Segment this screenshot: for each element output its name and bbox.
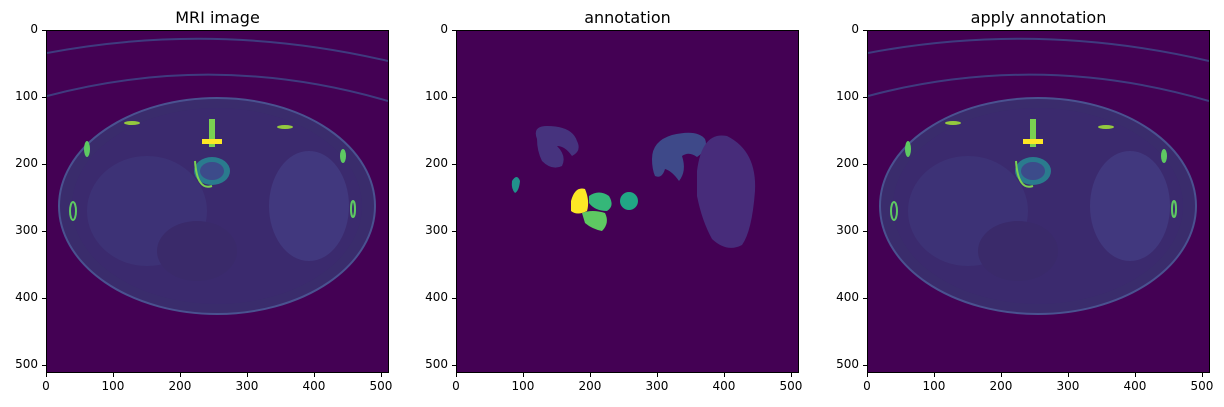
x-tick-label: 500	[1190, 379, 1214, 393]
x-tick-mark	[246, 373, 248, 377]
y-tick-label: 200	[15, 155, 38, 170]
x-tick-mark	[112, 373, 114, 377]
y-tick-label: 500	[425, 356, 448, 371]
x-tick-label: 400	[1123, 379, 1147, 393]
x-tick-label: 200	[168, 379, 192, 393]
x-tick-label: 300	[1056, 379, 1080, 393]
x-tick-label: 0	[42, 379, 50, 393]
x-tick-label: 300	[235, 379, 259, 393]
y-tick-label: 0	[30, 22, 38, 36]
x-tick-label: 500	[779, 379, 803, 393]
y-tick-mark	[452, 96, 456, 98]
x-tick-label: 0	[452, 379, 460, 393]
y-tick-mark	[863, 163, 867, 165]
y-tick-label: 200	[425, 155, 448, 170]
y-tick-label: 400	[425, 289, 448, 304]
panel-title: apply annotation	[970, 8, 1107, 27]
y-tick-mark	[452, 230, 456, 232]
x-tick-label: 0	[863, 379, 871, 393]
y-tick-mark	[42, 163, 46, 165]
y-tick-label: 300	[425, 222, 448, 237]
x-tick-mark	[1000, 373, 1002, 377]
y-tick-mark	[42, 297, 46, 299]
y-tick-mark	[863, 230, 867, 232]
mri-with-annotation-image	[868, 31, 1209, 372]
panel-title: annotation	[584, 8, 671, 27]
y-tick-mark	[863, 96, 867, 98]
y-tick-label: 400	[15, 289, 38, 304]
y-tick-mark	[42, 230, 46, 232]
y-tick-label: 300	[836, 222, 859, 237]
x-tick-mark	[313, 373, 315, 377]
x-tick-mark	[1067, 373, 1069, 377]
x-tick-mark	[589, 373, 591, 377]
y-tick-mark	[42, 96, 46, 98]
x-tick-label: 500	[369, 379, 393, 393]
y-tick-mark	[452, 163, 456, 165]
x-tick-mark	[522, 373, 524, 377]
x-tick-mark	[46, 373, 47, 377]
y-tick-label: 500	[836, 356, 859, 371]
x-tick-mark	[1201, 373, 1203, 377]
x-tick-mark	[456, 373, 457, 377]
x-tick-mark	[790, 373, 792, 377]
y-tick-mark	[863, 297, 867, 299]
mri-scan-image	[47, 31, 388, 372]
x-tick-mark	[723, 373, 725, 377]
y-tick-mark	[863, 30, 867, 31]
x-tick-mark	[656, 373, 658, 377]
y-tick-mark	[863, 364, 867, 366]
x-tick-mark	[867, 373, 868, 377]
x-tick-label: 200	[578, 379, 602, 393]
x-tick-label: 100	[922, 379, 946, 393]
y-tick-mark	[452, 30, 456, 31]
panel-title: MRI image	[175, 8, 260, 27]
x-tick-mark	[1134, 373, 1136, 377]
y-tick-label: 100	[836, 88, 859, 103]
y-tick-label: 0	[440, 22, 448, 36]
x-tick-mark	[933, 373, 935, 377]
y-tick-mark	[452, 364, 456, 366]
y-tick-label: 100	[15, 88, 38, 103]
x-tick-label: 200	[989, 379, 1013, 393]
y-tick-mark	[452, 297, 456, 299]
x-tick-label: 100	[511, 379, 535, 393]
y-tick-mark	[42, 30, 46, 31]
y-tick-label: 300	[15, 222, 38, 237]
y-tick-label: 200	[836, 155, 859, 170]
y-tick-label: 400	[836, 289, 859, 304]
x-tick-label: 400	[712, 379, 736, 393]
annotation-mask-image	[457, 31, 798, 372]
y-tick-label: 0	[851, 22, 859, 36]
x-tick-mark	[380, 373, 382, 377]
y-tick-label: 500	[15, 356, 38, 371]
y-tick-mark	[42, 364, 46, 366]
x-tick-label: 100	[101, 379, 125, 393]
annotation-axes	[456, 30, 799, 373]
mri-image-axes	[46, 30, 389, 373]
x-tick-label: 400	[302, 379, 326, 393]
x-tick-mark	[179, 373, 181, 377]
y-tick-label: 100	[425, 88, 448, 103]
apply-annotation-axes	[867, 30, 1210, 373]
x-tick-label: 300	[645, 379, 669, 393]
